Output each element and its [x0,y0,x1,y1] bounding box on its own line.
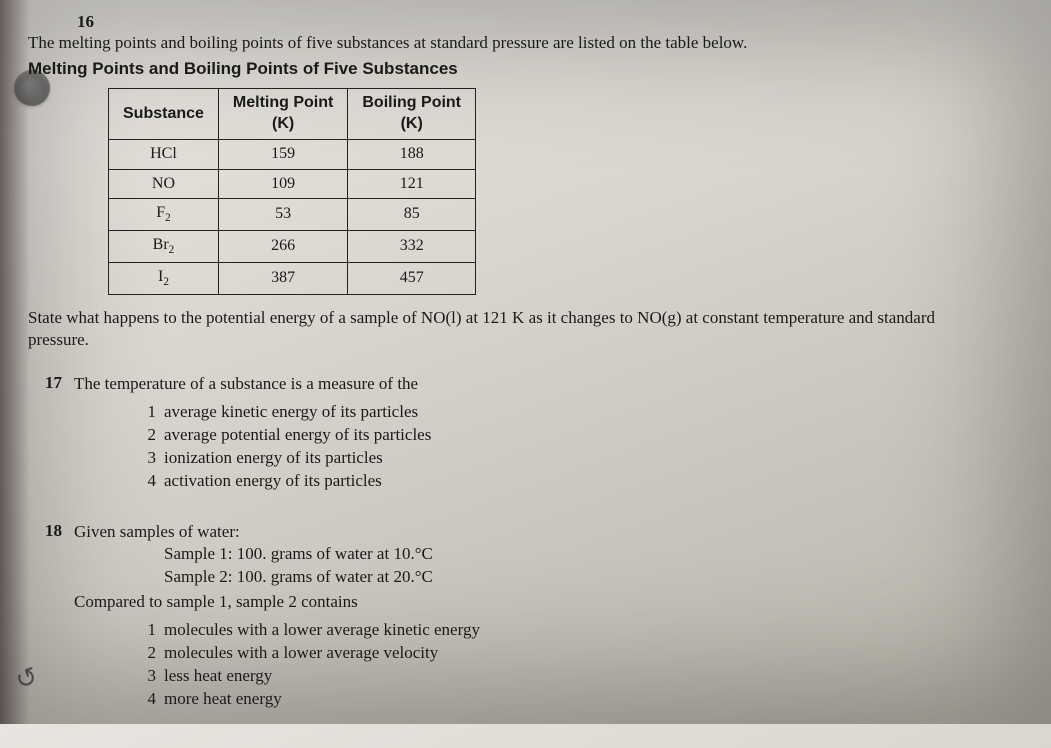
cell-bp: 85 [348,199,476,231]
choice-4: 4more heat energy [136,688,1014,711]
cell-substance: F2 [109,199,219,231]
question-18: 18 Given samples of water: Sample 1: 100… [28,521,1023,711]
cell-substance: NO [109,169,219,199]
q17-choices: 1average kinetic energy of its particles… [136,401,1014,493]
question-17-body: The temperature of a substance is a meas… [74,373,1014,493]
substances-table: Substance Melting Point(K) Boiling Point… [108,88,476,294]
cell-mp: 387 [218,262,347,294]
question-16-body: The melting points and boiling points of… [28,32,968,351]
table-row: NO 109 121 [109,169,476,199]
question-17: 17 The temperature of a substance is a m… [28,373,1023,493]
question-number-17: 17 [28,373,62,393]
table-row: Br2 266 332 [109,231,476,263]
cell-substance: I2 [109,262,219,294]
choice-4: 4activation energy of its particles [136,470,1014,493]
question-number-18: 18 [28,521,62,541]
col-boiling-point: Boiling Point(K) [348,89,476,140]
q16-table-title: Melting Points and Boiling Points of Fiv… [28,58,968,80]
cell-mp: 159 [218,139,347,169]
choice-1: 1average kinetic energy of its particles [136,401,1014,424]
table-row: F2 53 85 [109,199,476,231]
q18-choices: 1molecules with a lower average kinetic … [136,619,1014,711]
q17-stem: The temperature of a substance is a meas… [74,374,418,393]
q16-prompt: State what happens to the potential ener… [28,307,948,351]
choice-3: 3less heat energy [136,665,1014,688]
q18-samples: Sample 1: 100. grams of water at 10.°C S… [164,543,1014,589]
cell-mp: 266 [218,231,347,263]
choice-2: 2molecules with a lower average velocity [136,642,1014,665]
col-melting-point: Melting Point(K) [218,89,347,140]
question-18-body: Given samples of water: Sample 1: 100. g… [74,521,1014,711]
cell-mp: 53 [218,199,347,231]
cell-mp: 109 [218,169,347,199]
choice-3: 3ionization energy of its particles [136,447,1014,470]
q16-intro-text: The melting points and boiling points of… [28,33,747,52]
q18-compare: Compared to sample 1, sample 2 contains [74,591,1014,613]
cell-bp: 121 [348,169,476,199]
col-substance: Substance [109,89,219,140]
choice-2: 2average potential energy of its particl… [136,424,1014,447]
cell-substance: Br2 [109,231,219,263]
question-number-16: 16 [60,12,94,32]
table-header-row: Substance Melting Point(K) Boiling Point… [109,89,476,140]
cell-bp: 332 [348,231,476,263]
worksheet-page: 16 The melting points and boiling points… [0,0,1051,748]
table-row: HCl 159 188 [109,139,476,169]
question-16: 16 The melting points and boiling points… [28,12,1023,351]
choice-1: 1molecules with a lower average kinetic … [136,619,1014,642]
cell-bp: 457 [348,262,476,294]
cell-bp: 188 [348,139,476,169]
cell-substance: HCl [109,139,219,169]
sample-1-text: Sample 1: 100. grams of water at 10.°C [164,543,1014,566]
table-row: I2 387 457 [109,262,476,294]
sample-2-text: Sample 2: 100. grams of water at 20.°C [164,566,1014,589]
q18-stem: Given samples of water: [74,522,240,541]
